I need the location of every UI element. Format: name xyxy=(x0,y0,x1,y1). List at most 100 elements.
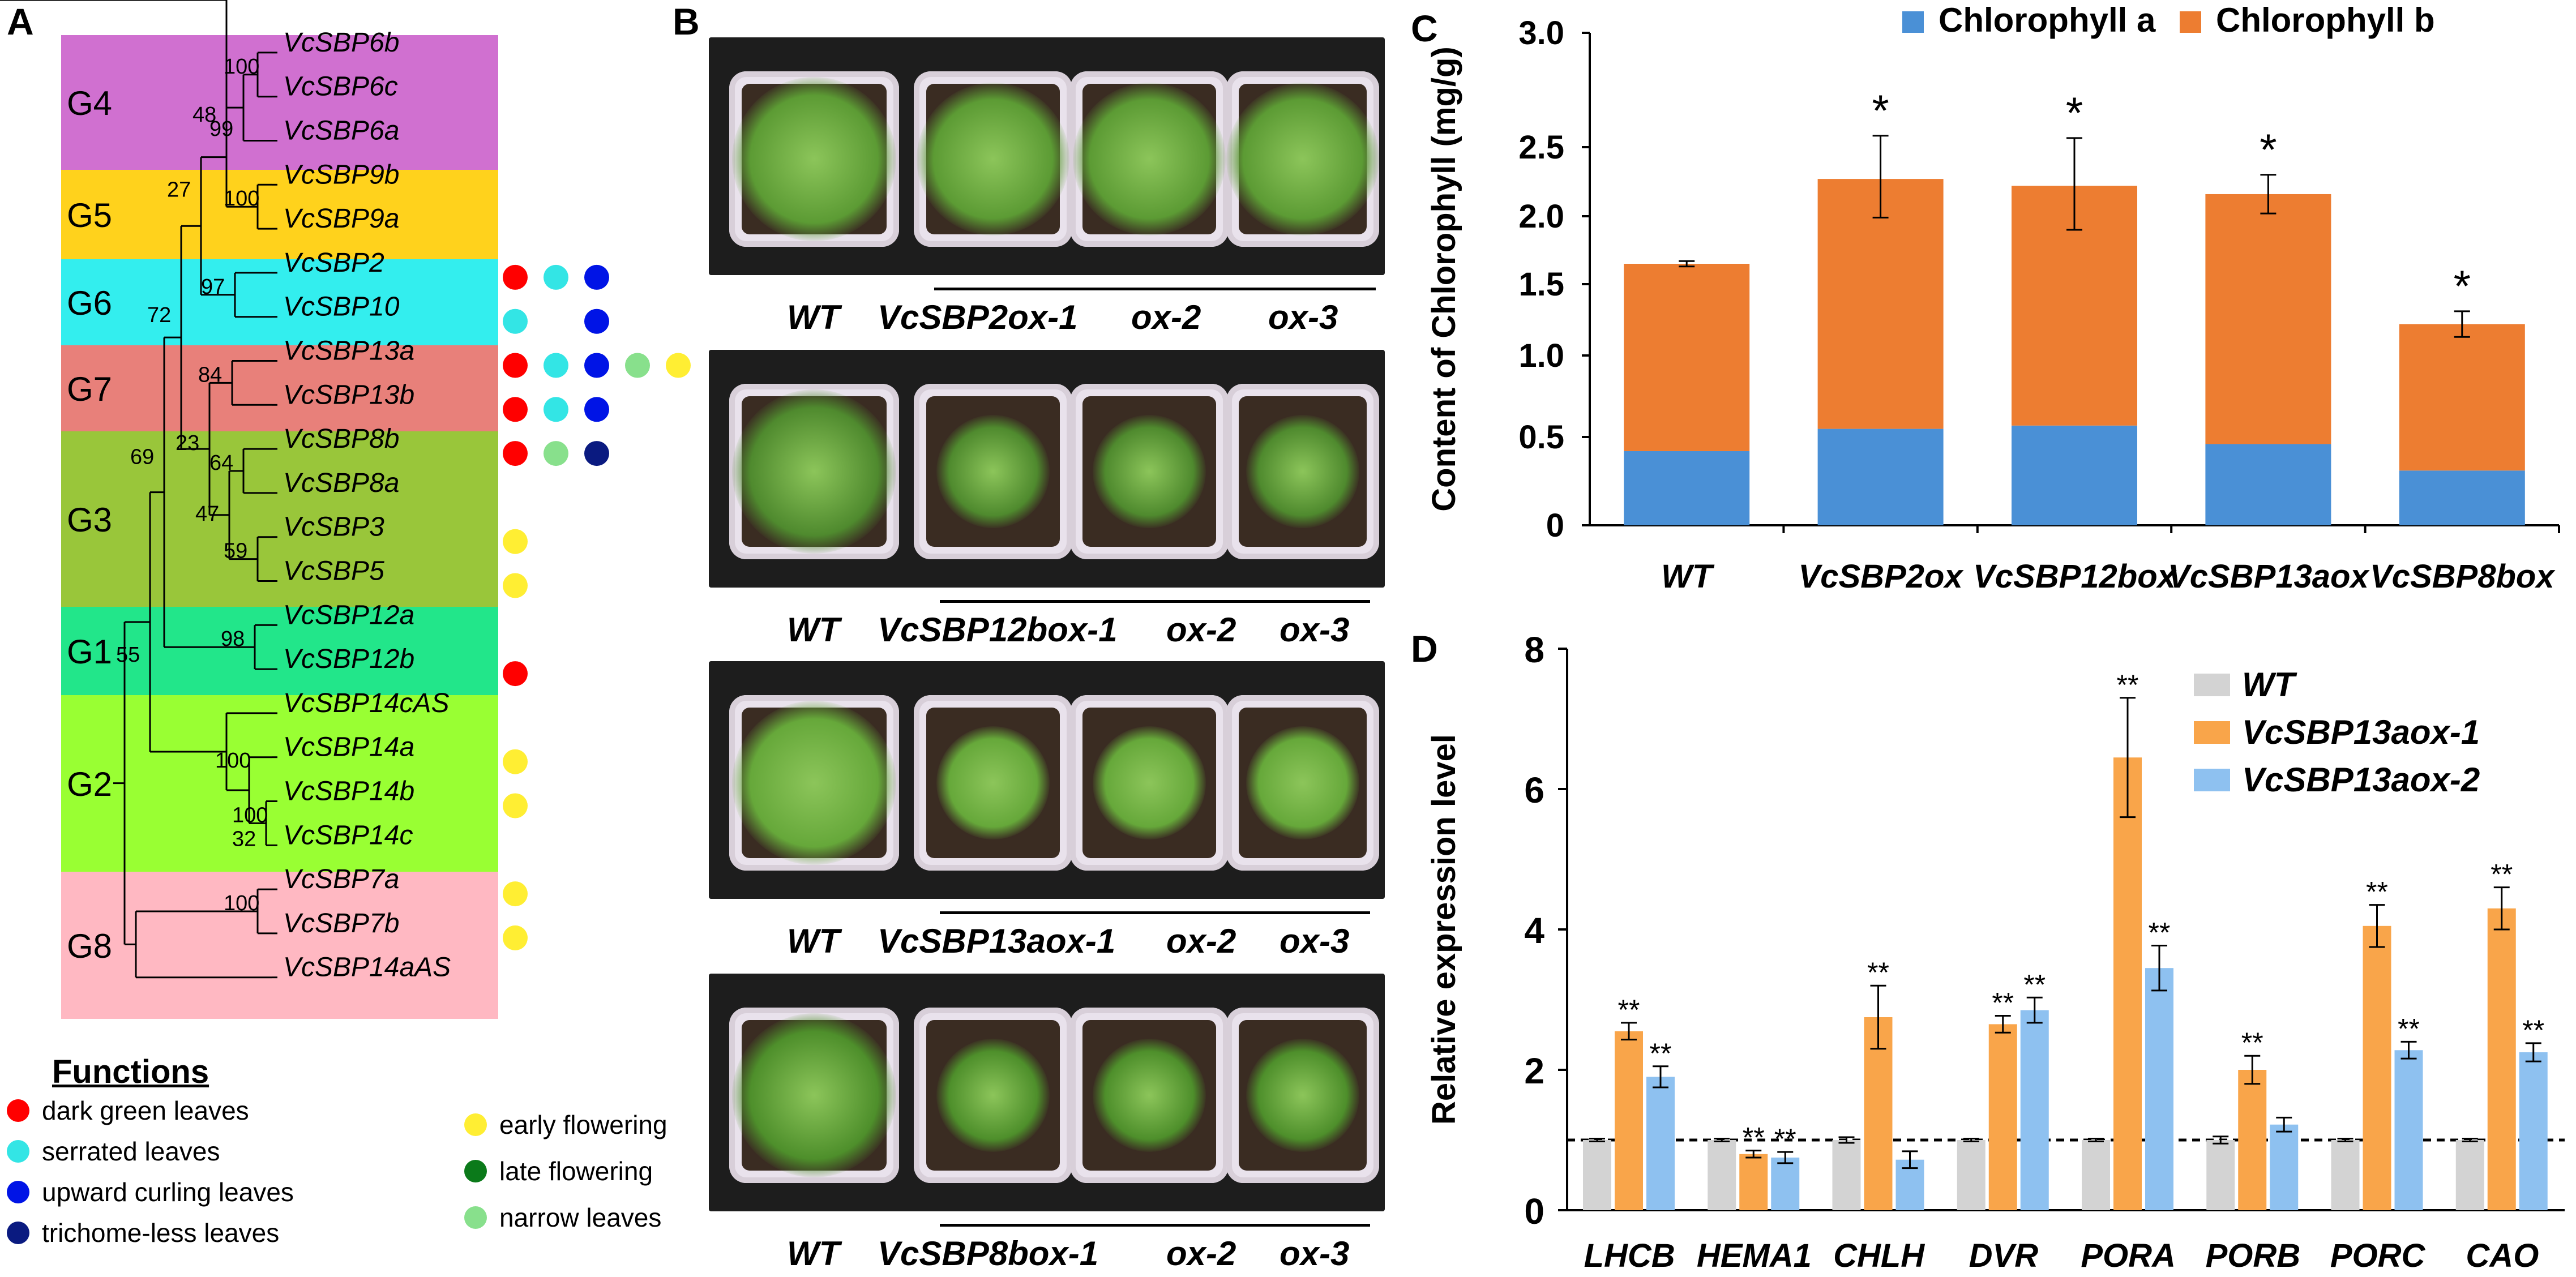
rosette-plant xyxy=(936,1039,1050,1152)
legend-item-dark-green-leaves: dark green leaves xyxy=(7,1095,249,1126)
bootstrap-value: 100 xyxy=(224,892,259,915)
chart-d-errorbar xyxy=(2088,1138,2104,1142)
chart-d-bar-wt xyxy=(2331,1140,2360,1210)
chlorophyll-chart: 0 0.5 1.0 1.5 2.0 2.5 3.0 Content of Chlorophyl… xyxy=(1426,1,2560,595)
chart-d-ytick-label: 8 xyxy=(1524,629,1544,670)
chart-d-category-label: CHLH xyxy=(1833,1237,1925,1274)
chart-d-bar-vcsbp13aox-2 xyxy=(1771,1158,1800,1210)
chart-c-ylabel: Content of Chlorophyll (mg/g) xyxy=(1426,46,1462,512)
chart-c-ytick-label: 0.5 xyxy=(1518,419,1564,456)
function-dot-dark-green-leaves xyxy=(503,661,528,687)
leaf-label: VcSBP3 xyxy=(283,512,384,542)
leaf-label: VcSBP2 xyxy=(283,248,384,278)
leaf-label: VcSBP6a xyxy=(283,116,399,146)
legend-label: serrated leaves xyxy=(42,1137,220,1166)
chart-d-category-label: HEMA1 xyxy=(1697,1237,1812,1274)
legend-label: narrow leaves xyxy=(499,1203,662,1232)
chart-c-ytick-label: 3.0 xyxy=(1518,15,1564,52)
chart-c-category-label: VcSBP8box xyxy=(2370,558,2556,595)
legend-label: dark green leaves xyxy=(42,1096,249,1125)
chart-c-errorbar xyxy=(1872,135,1889,218)
chart-d-legend-swatch xyxy=(2194,769,2230,791)
photo-line-underline xyxy=(934,288,1376,290)
leaf-label: VcSBP6b xyxy=(283,28,399,58)
function-dot-narrow-leaves xyxy=(625,353,650,378)
rosette-plant xyxy=(1093,415,1206,528)
chart-d-bar-wt xyxy=(2455,1140,2484,1210)
legend-item-serrated-leaves: serrated leaves xyxy=(7,1136,220,1167)
legend-dot xyxy=(464,1206,487,1229)
legend-label: early flowering xyxy=(499,1110,667,1139)
chart-d-errorbar xyxy=(2400,1040,2417,1060)
chart-d-errorbar xyxy=(2369,904,2385,948)
rosette-plant xyxy=(732,701,896,865)
rosette-plant xyxy=(1093,1039,1206,1152)
bootstrap-value: 55 xyxy=(116,643,140,667)
chart-d-significance: ** xyxy=(1618,994,1640,1026)
group-band-g4 xyxy=(61,35,498,170)
group-label: G8 xyxy=(67,927,112,965)
chart-d-errorbar xyxy=(1995,1015,2011,1034)
chart-d-bar-vcsbp13aox-2 xyxy=(2519,1052,2548,1210)
chart-d-ytick-label: 2 xyxy=(1524,1051,1544,1091)
group-band-g6 xyxy=(61,259,498,345)
chart-c-category-label: VcSBP12box xyxy=(1973,558,2177,595)
chart-c-ytick-label: 2.5 xyxy=(1518,129,1564,166)
chart-c-legend-label: Chlorophyll a xyxy=(1939,1,2156,39)
leaf-label: VcSBP14aAS xyxy=(283,953,451,983)
chart-c-errorbar xyxy=(2260,174,2277,215)
chart-d-errorbar xyxy=(2151,945,2167,992)
chart-c-legend-swatch xyxy=(1902,11,1924,33)
bootstrap-value: 100 xyxy=(215,749,251,773)
chart-d-errorbar xyxy=(2244,1055,2261,1085)
bootstrap-value: 23 xyxy=(176,431,199,455)
chart-d-bar-vcsbp13aox-1 xyxy=(2487,908,2516,1210)
chart-d-errorbar xyxy=(2120,697,2136,819)
leaf-label: VcSBP14a xyxy=(283,732,414,762)
bootstrap-value: 48 xyxy=(192,103,216,127)
rosette-plant xyxy=(732,77,896,241)
photo-label-line1: VcSBP12box-1 xyxy=(878,611,1118,649)
legend-item-upward-curling-leaves: upward curling leaves xyxy=(7,1177,294,1207)
group-band-g7 xyxy=(61,345,498,431)
photo-label-wt: WT xyxy=(787,1235,840,1272)
chart-d-bar-vcsbp13aox-2 xyxy=(1646,1077,1675,1210)
bootstrap-value: 69 xyxy=(130,445,154,469)
rosette-plant xyxy=(1093,726,1206,839)
photo-label-line2: ox-2 xyxy=(1166,1235,1236,1272)
function-dot-upward-curling-leaves xyxy=(584,308,609,334)
chart-d-errorbar xyxy=(2337,1138,2354,1142)
chart-d-significance: ** xyxy=(1650,1038,1672,1069)
chart-d-errorbar xyxy=(1963,1138,1979,1142)
chart-d-legend-label: WT xyxy=(2242,666,2297,704)
chart-c-bar-chlorophyll-a xyxy=(2012,425,2137,525)
chart-d-errorbar xyxy=(2525,1042,2541,1062)
bootstrap-value: 98 xyxy=(221,627,245,651)
chart-c-bar-chlorophyll-a xyxy=(1624,451,1750,525)
chart-c-bar-chlorophyll-a xyxy=(2399,470,2525,525)
panel-letter-b: B xyxy=(673,1,700,42)
function-dot-early-flowering xyxy=(503,793,528,819)
photo-label-line3: ox-3 xyxy=(1280,922,1350,960)
chart-d-errorbar xyxy=(1902,1150,1918,1169)
bootstrap-value: 84 xyxy=(198,363,222,387)
function-dot-upward-curling-leaves xyxy=(584,353,609,378)
chart-d-errorbar xyxy=(1777,1151,1794,1164)
group-band-g3 xyxy=(61,431,498,607)
legend-dot xyxy=(7,1181,29,1203)
bootstrap-value: 100 xyxy=(232,803,268,827)
chart-d-bar-vcsbp13aox-1 xyxy=(1615,1031,1643,1210)
chart-d-errorbar xyxy=(1653,1065,1668,1089)
photo-label-wt: WT xyxy=(787,298,840,336)
function-dot-serrated-leaves xyxy=(544,264,568,290)
function-dot-trichome-less-leaves xyxy=(584,441,609,466)
leaf-label: VcSBP13a xyxy=(283,336,414,366)
photo-line-underline xyxy=(940,911,1370,914)
legend-dot xyxy=(7,1140,29,1163)
group-label: G4 xyxy=(67,84,112,122)
leaf-label: VcSBP8b xyxy=(283,424,399,454)
function-dot-early-flowering xyxy=(503,881,528,907)
chart-d-category-label: LHCB xyxy=(1584,1237,1675,1274)
chart-d-significance: ** xyxy=(2117,669,2139,701)
leaf-label: VcSBP9b xyxy=(283,160,399,190)
